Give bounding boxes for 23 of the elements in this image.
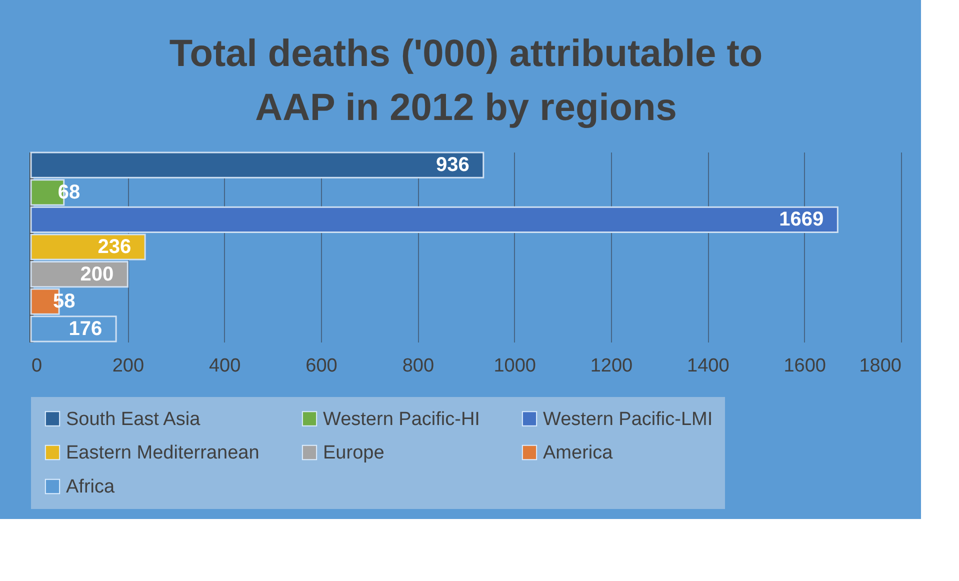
legend-label: Africa [66, 476, 115, 498]
x-tick-label: 800 [402, 356, 434, 376]
x-tick-label: 1600 [784, 356, 826, 376]
x-tick-label: 600 [306, 356, 338, 376]
legend-label: Eastern Mediterranean [66, 442, 260, 464]
x-tick-label: 1400 [687, 356, 730, 376]
chart-title: Total deaths ('000) attributable to AAP in 2012 by regions [169, 32, 763, 129]
data-label: 236 [98, 236, 132, 258]
x-tick-label: 400 [208, 356, 241, 376]
legend-label: Western Pacific-LMI [543, 408, 713, 430]
x-tick-label: 1000 [494, 356, 536, 376]
x-tick-label: 0 [32, 356, 42, 376]
x-tick-label: 200 [112, 356, 144, 376]
data-label: 176 [68, 318, 102, 340]
data-label: 1669 [779, 208, 824, 231]
data-label: 936 [436, 154, 470, 176]
x-tick-label: 1200 [590, 356, 633, 376]
legend-label: South East Asia [66, 408, 201, 430]
legend-label: America [543, 442, 614, 464]
data-label: 200 [80, 263, 114, 286]
x-tick-label: 1800 [859, 356, 902, 376]
legend-label: Europe [323, 442, 384, 464]
legend-label: Western Pacific-HI [323, 408, 480, 430]
